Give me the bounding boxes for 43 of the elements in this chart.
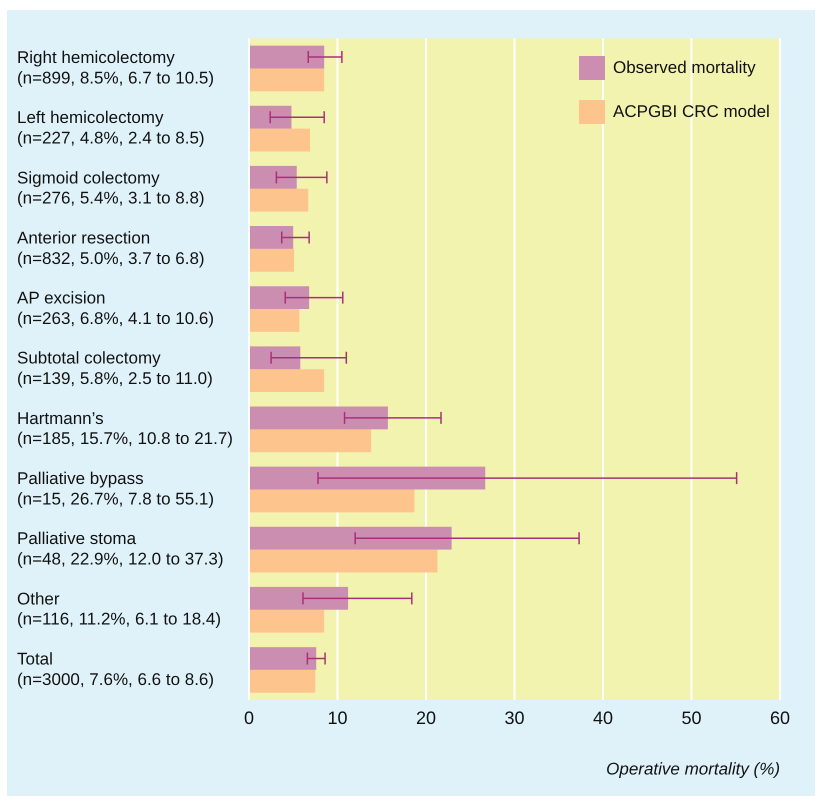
x-tick-label: 0 [244,708,254,728]
bar [250,489,414,512]
bar [250,610,324,633]
bar [250,429,372,452]
y-tick-label: Total (n=3000, 7.6%, 6.6 to 8.6) [17,649,214,689]
bar [250,550,438,572]
legend-label: ACPGBI CRC model [613,102,770,122]
bar [250,586,348,610]
bar [250,647,316,670]
y-tick-label: Subtotal colectomy (n=139, 5.8%, 2.5 to 11.0) [17,348,213,388]
y-tick-label: Sigmoid colectomy (n=276, 5.4%, 3.1 to 8.8) [17,168,205,208]
x-tick-label: 10 [327,708,348,728]
y-tick-label: Palliative stoma (n=48, 22.9%, 12.0 to 37.3) [17,529,224,569]
y-tick-label: Palliative bypass (n=15, 26.7%, 7.8 to 55.1) [17,468,214,508]
bar [250,406,388,430]
bar [250,309,300,332]
bar [250,346,300,370]
bar [250,670,316,693]
legend-label: Observed mortality [613,58,756,78]
y-tick-label: Anterior resection (n=832, 5.0%, 3.7 to 6.8) [17,228,205,268]
y-tick-label: Left hemicolectomy (n=227, 4.8%, 2.4 to 8.5) [17,108,205,148]
bar [250,226,294,249]
bar [250,526,452,550]
x-tick-label: 20 [416,708,436,728]
x-tick-label: 60 [770,708,790,728]
bar [250,188,308,212]
y-tick-label: AP excision (n=263, 6.8%, 4.1 to 10.6) [17,288,214,328]
y-tick-label: Other (n=116, 11.2%, 6.1 to 18.4) [17,589,221,629]
bar [250,369,324,392]
y-tick-label: Right hemicolectomy (n=899, 8.5%, 6.7 to 10.5) [17,48,214,88]
bar [250,128,310,152]
x-tick-label: 30 [504,708,524,728]
y-tick-label: Hartmann’s (n=185, 15.7%, 10.8 to 21.7) [17,408,233,448]
x-tick-label: 40 [592,708,614,728]
bar [250,68,324,92]
bar [250,286,310,310]
bar [250,466,486,490]
bar [250,106,292,129]
bar [250,166,297,189]
x-tick-label: 50 [681,708,702,728]
bar [250,248,294,272]
bar [250,46,324,68]
x-axis-title: Operative mortality (%) [606,760,780,779]
